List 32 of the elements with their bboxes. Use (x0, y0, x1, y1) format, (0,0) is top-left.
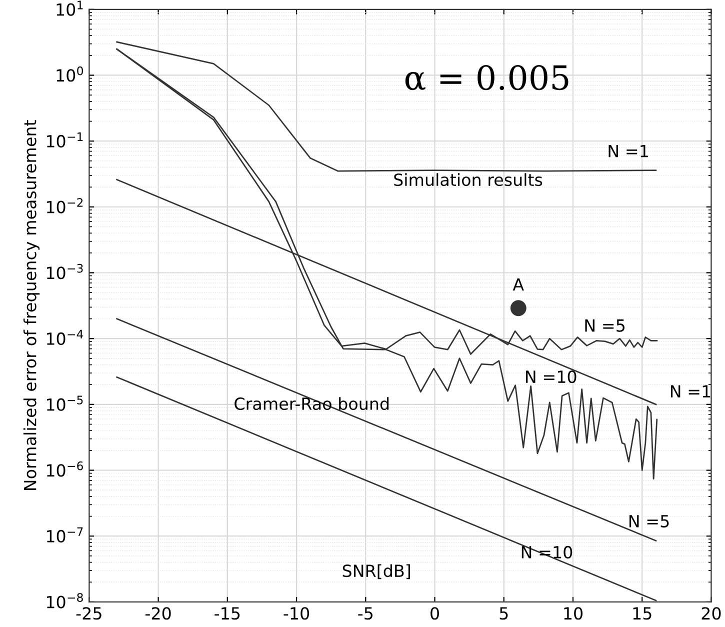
series-label: N =10 (526, 370, 576, 384)
series-label: A (512, 278, 524, 291)
x-tick-label: -15 (214, 607, 240, 620)
y-tick-label: 10$^{−7}$ (46, 527, 83, 543)
y-tick-label: 10$^{1}$ (56, 0, 83, 16)
y-tick-label: 10$^{0}$ (56, 66, 83, 82)
x-tick-label: 0 (430, 607, 439, 620)
x-tick-label: -20 (145, 607, 171, 620)
x-tick-label: 10 (564, 607, 582, 620)
y-tick-label: 10$^{−1}$ (46, 132, 83, 148)
x-tick-label: -5 (358, 607, 372, 620)
y-tick-label: 10$^{−4}$ (46, 330, 84, 346)
series-label: N =1 (608, 144, 648, 158)
y-axis-title: Normalized error of frequency measurement (23, 120, 40, 490)
annotation: α = 0.005 (405, 64, 568, 90)
x-tick-label: -10 (284, 607, 310, 620)
y-tick-label: 10$^{−3}$ (46, 264, 83, 280)
x-tick-label: 20 (702, 607, 721, 620)
series-label: N =5 (585, 319, 624, 332)
y-tick-label: 10$^{−2}$ (46, 198, 83, 214)
y-tick-label: 10$^{−8}$ (46, 593, 83, 608)
series-label: N =5 (629, 515, 669, 528)
x-tick-label: 15 (633, 607, 652, 620)
x-tick-label: 5 (500, 607, 508, 620)
series-label: N =10 (522, 546, 572, 559)
annotation: SNR[dB] (342, 564, 410, 580)
x-tick-label: -25 (76, 607, 102, 620)
line-series (116, 41, 657, 172)
y-tick-label: 10$^{−5}$ (46, 396, 83, 411)
annotation: Simulation results (394, 173, 542, 186)
y-tick-label: 10$^{−6}$ (46, 461, 83, 477)
series-label: N =1 (670, 385, 710, 398)
